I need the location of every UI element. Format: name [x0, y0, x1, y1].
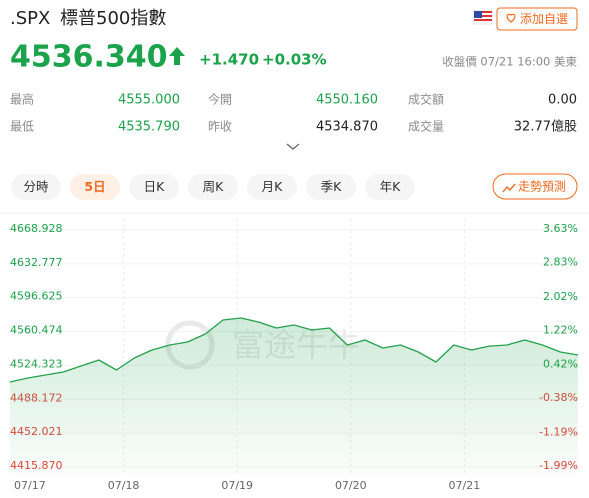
stats: 最高 4555.000 今開 4550.160 成交額 0.00 最低 4535.790 昨收 4…: [10, 92, 577, 135]
x-tick-label: 07/18: [108, 479, 140, 492]
tab[interactable]: 分時: [11, 174, 61, 200]
y-tick-label: 4632.777: [10, 256, 63, 269]
tab-bg: [129, 174, 179, 200]
tab[interactable]: 周K: [188, 174, 238, 200]
stat-value: 4535.790: [118, 120, 180, 135]
stat-value: 4550.160: [316, 93, 378, 108]
y-tick-label: 4524.323: [10, 357, 63, 370]
stat-value: 4555.000: [118, 93, 180, 108]
forecast-label: 走勢預測: [518, 179, 566, 194]
x-tick-label: 07/19: [221, 479, 253, 492]
watch-button[interactable]: 添加自選: [496, 7, 578, 31]
flag: [473, 10, 493, 25]
watch-label: 添加自選: [520, 12, 568, 26]
index-name: 標普500指數: [60, 8, 166, 29]
forecast-button[interactable]: 走勢預測: [492, 173, 578, 200]
x-tick-label: 07/21: [449, 479, 481, 492]
y-tick-label: 4668.928: [10, 222, 63, 235]
stat-value: 4534.870: [316, 120, 378, 135]
symbol: .SPX: [10, 8, 50, 29]
tab-bg: [306, 174, 356, 200]
stat-label: 昨收: [208, 120, 232, 134]
y2-tick-label: 2.83%: [543, 256, 578, 269]
tab-label: 月K: [262, 179, 284, 194]
y-tick-label: 4560.474: [10, 324, 63, 337]
expand-chevron[interactable]: [286, 143, 300, 150]
stat-label: 成交量: [408, 119, 444, 134]
tab-label: 5日: [84, 179, 105, 194]
tab-label: 日K: [144, 179, 166, 194]
tab-label: 年K: [380, 179, 402, 194]
change-pct: +0.03%: [262, 51, 327, 69]
tabs: 分時 5日 日K 周K 月K 季K 年K: [11, 174, 415, 200]
chart: 4668.928 4632.777 4596.625 4560.474 4524.323…: [9, 218, 579, 492]
price-line: [9, 317, 579, 383]
price: 4536.340: [10, 40, 168, 75]
tab-label: 季K: [321, 179, 343, 194]
stat-value: 0.00: [548, 93, 577, 108]
tab-label: 周K: [203, 179, 225, 194]
status: 收盤價 07/21 16:00 美東: [442, 55, 577, 69]
stat-label: 最高: [10, 92, 34, 107]
change: +1.470: [199, 51, 259, 69]
y-tick-label: 4596.625: [10, 290, 63, 303]
stat-label: 最低: [10, 120, 34, 134]
tab[interactable]: 5日: [70, 174, 120, 200]
x-tick-label: 07/20: [335, 479, 367, 492]
tab-bg: [365, 174, 415, 200]
up-arrow: [169, 47, 185, 65]
tab[interactable]: 季K: [306, 174, 356, 200]
y2-tick-label: 1.22%: [543, 324, 578, 337]
stat-label: 成交額: [408, 92, 444, 107]
tab-bg: [11, 174, 61, 200]
tab-bg: [70, 174, 120, 200]
area: [10, 318, 578, 475]
y2-tick-label: 3.63%: [543, 222, 578, 235]
stat-value: 32.77億股: [514, 119, 577, 135]
tab-bg: [188, 174, 238, 200]
tab[interactable]: 月K: [247, 174, 297, 200]
y2-tick-label: 2.02%: [543, 290, 578, 303]
tab[interactable]: 年K: [365, 174, 415, 200]
x-tick-label: 07/17: [14, 479, 46, 492]
tab[interactable]: 日K: [129, 174, 179, 200]
tab-label: 分時: [23, 179, 49, 194]
stat-label: 今開: [208, 92, 232, 107]
tab-bg: [247, 174, 297, 200]
